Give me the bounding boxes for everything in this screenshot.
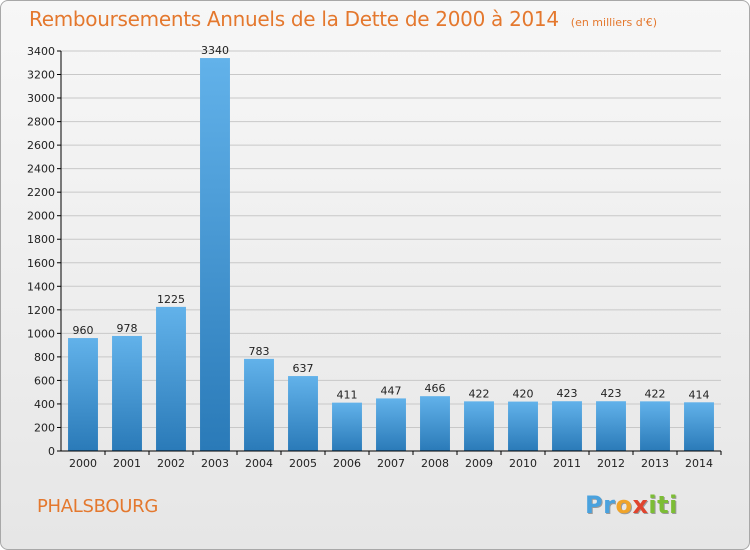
chart-title-text: Remboursements Annuels de la Dette de 20… [29, 7, 559, 31]
data-label-2011: 423 [557, 387, 578, 400]
bar-2014 [684, 402, 714, 451]
x-tick-label: 2011 [553, 457, 581, 470]
x-tick-label: 2013 [641, 457, 669, 470]
x-tick-label: 2007 [377, 457, 405, 470]
x-tick-label: 2012 [597, 457, 625, 470]
y-tick-label: 800 [34, 351, 55, 364]
bar-2012 [596, 401, 626, 451]
y-tick-label: 2600 [27, 139, 55, 152]
y-tick-label: 3000 [27, 92, 55, 105]
data-label-2003: 3340 [201, 44, 229, 57]
chart-title: Remboursements Annuels de la Dette de 20… [29, 7, 657, 31]
bar-2003 [200, 58, 230, 451]
y-tick-label: 0 [48, 445, 55, 458]
proxiti-logo: Proxiti [585, 491, 678, 519]
y-tick-label: 2200 [27, 186, 55, 199]
x-tick-label: 2005 [289, 457, 317, 470]
bar-2005 [288, 376, 318, 451]
data-label-2006: 411 [337, 389, 358, 402]
x-tick-label: 2003 [201, 457, 229, 470]
data-label-2010: 420 [513, 388, 534, 401]
y-tick-label: 200 [34, 421, 55, 434]
bar-2009 [464, 401, 494, 451]
data-labels: 960 978 1225 3340 783 637 411 447 466 422 420 423 42… [73, 44, 710, 402]
bar-2013 [640, 401, 670, 451]
y-tick-label: 1000 [27, 327, 55, 340]
y-tick-label: 2000 [27, 210, 55, 223]
x-tick-label: 2008 [421, 457, 449, 470]
data-label-2007: 447 [381, 384, 402, 397]
bar-2001 [112, 335, 142, 451]
bar-2004 [244, 358, 274, 451]
y-tick-label: 400 [34, 398, 55, 411]
x-axis-ticks: 2000 2001 2002 2003 2004 2005 2006 2007 2008 2009… [69, 451, 722, 470]
y-axis-ticks: 0 200 400 600 800 1000 1200 1400 1600 1800 2000 220… [27, 45, 61, 458]
y-tick-label: 3400 [27, 45, 55, 58]
data-label-2001: 978 [117, 322, 138, 335]
y-tick-label: 2400 [27, 163, 55, 176]
bar-2008 [420, 396, 450, 451]
y-tick-label: 1800 [27, 233, 55, 246]
y-tick-label: 1400 [27, 280, 55, 293]
bar-2006 [332, 402, 362, 451]
data-label-2000: 960 [73, 324, 94, 337]
data-label-2013: 422 [645, 387, 666, 400]
x-tick-label: 2010 [509, 457, 537, 470]
bar-2010 [508, 401, 538, 451]
y-tick-label: 2800 [27, 116, 55, 129]
data-label-2005: 637 [293, 362, 314, 375]
commune-name: PHALSBOURG [37, 496, 158, 517]
bar-2000 [68, 338, 98, 451]
x-tick-label: 2004 [245, 457, 273, 470]
x-tick-label: 2014 [685, 457, 713, 470]
data-label-2004: 783 [249, 345, 270, 358]
y-tick-label: 1600 [27, 257, 55, 270]
data-label-2012: 423 [601, 387, 622, 400]
chart-unit: (en milliers d'€) [570, 16, 658, 29]
data-label-2002: 1225 [157, 293, 185, 306]
data-label-2009: 422 [469, 387, 490, 400]
x-tick-label: 2001 [113, 457, 141, 470]
y-tick-label: 1200 [27, 304, 55, 317]
x-tick-label: 2006 [333, 457, 361, 470]
x-tick-label: 2009 [465, 457, 493, 470]
data-label-2014: 414 [689, 388, 710, 401]
y-tick-label: 600 [34, 374, 55, 387]
x-tick-label: 2000 [69, 457, 97, 470]
bar-2011 [552, 401, 582, 451]
bar-2002 [156, 306, 186, 451]
bar-2007 [376, 398, 406, 451]
data-label-2008: 466 [425, 382, 446, 395]
x-tick-label: 2002 [157, 457, 185, 470]
y-tick-label: 3200 [27, 69, 55, 82]
bars [68, 58, 714, 451]
